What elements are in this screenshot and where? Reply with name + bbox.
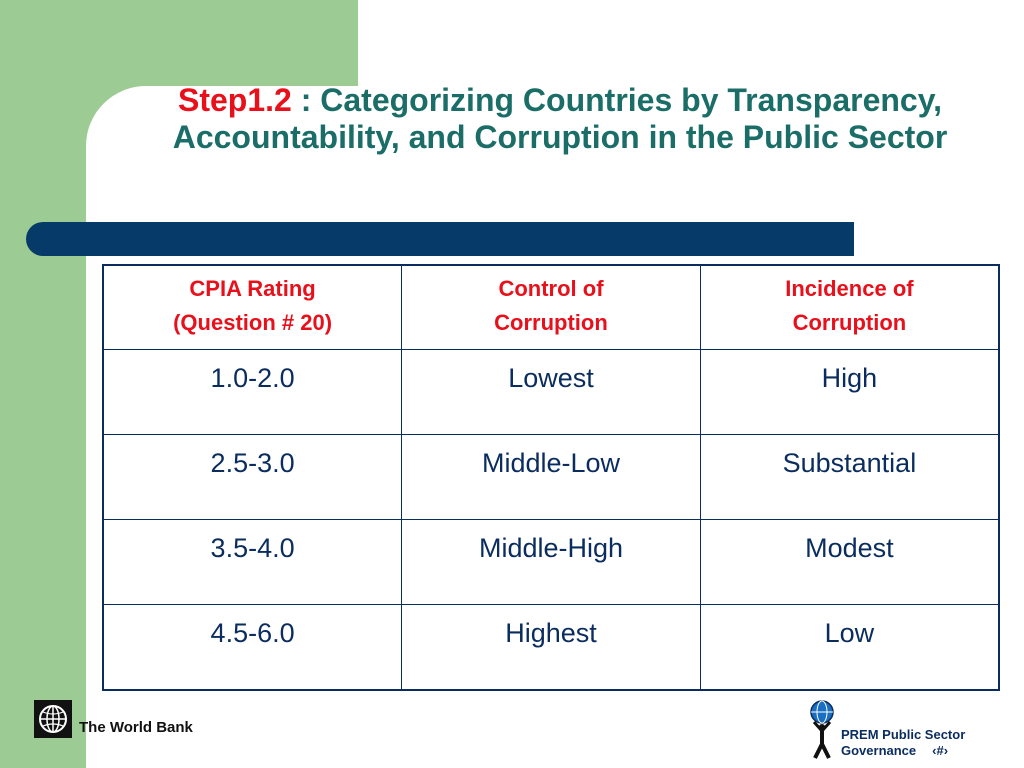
cell-control-of-corruption: Highest — [401, 604, 701, 691]
atlas-globe-icon — [806, 700, 838, 762]
header-line: (Question # 20) — [173, 310, 333, 335]
page-number: ‹#› — [932, 743, 949, 758]
header-line: Control of — [498, 276, 604, 301]
title-divider-bar-cap — [848, 222, 854, 256]
prem-line-2: Governance ‹#› — [841, 743, 965, 759]
prem-line-1: PREM Public Sector — [841, 727, 966, 742]
world-bank-label: The World Bank — [79, 719, 193, 736]
cell-cpia-rating: 1.0-2.0 — [102, 349, 403, 435]
title-divider-bar — [26, 222, 854, 256]
header-line: CPIA Rating — [189, 276, 316, 301]
header-cpia-rating: CPIA Rating (Question # 20) — [102, 264, 403, 350]
cell-incidence-of-corruption: Modest — [699, 519, 1000, 605]
table-row: 1.0-2.0 Lowest High — [102, 349, 1000, 435]
cell-incidence-of-corruption: High — [699, 349, 1000, 435]
header-incidence-of-corruption: Incidence of Corruption — [699, 264, 1000, 350]
cell-cpia-rating: 4.5-6.0 — [102, 604, 403, 691]
prem-footer-label: PREM Public Sector Governance ‹#› — [841, 727, 965, 759]
table-row: 3.5-4.0 Middle-High Modest — [102, 519, 1000, 605]
cell-incidence-of-corruption: Low — [699, 604, 1000, 691]
title-text: : Categorizing Countries by Transparency… — [172, 82, 948, 155]
corruption-table: CPIA Rating (Question # 20) Control of Cor… — [102, 264, 1000, 691]
world-bank-globe-icon — [34, 700, 72, 738]
table-row: 4.5-6.0 Highest Low — [102, 604, 1000, 691]
table-header-row: CPIA Rating (Question # 20) Control of Cor… — [102, 264, 1000, 350]
cell-cpia-rating: 2.5-3.0 — [102, 434, 403, 520]
header-control-of-corruption: Control of Corruption — [401, 264, 701, 350]
title-step-label: Step1.2 — [177, 82, 292, 118]
table-row: 2.5-3.0 Middle-Low Substantial — [102, 434, 1000, 520]
slide-title: Step1.2 : Categorizing Countries by Tran… — [110, 82, 1010, 156]
header-line: Incidence of — [785, 276, 914, 301]
cell-cpia-rating: 3.5-4.0 — [102, 519, 403, 605]
header-line: Corruption — [494, 310, 608, 335]
header-line: Corruption — [792, 310, 907, 335]
cell-control-of-corruption: Lowest — [401, 349, 701, 435]
cell-control-of-corruption: Middle-High — [401, 519, 701, 605]
prem-governance: Governance — [841, 743, 917, 758]
cell-incidence-of-corruption: Substantial — [699, 434, 1000, 520]
cell-control-of-corruption: Middle-Low — [401, 434, 701, 520]
